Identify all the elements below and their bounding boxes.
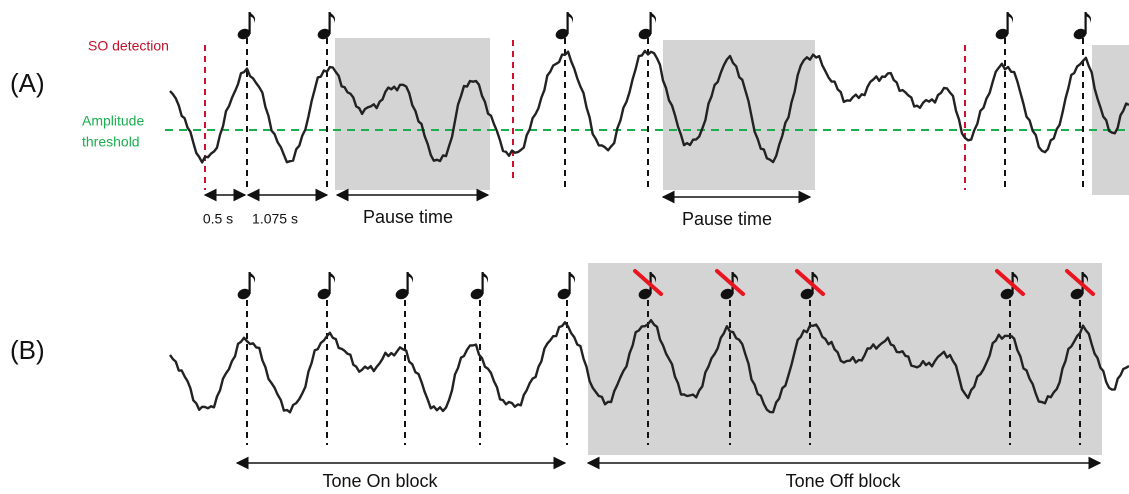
panel-label: (A) bbox=[10, 68, 45, 98]
tone-icon bbox=[557, 272, 576, 300]
pause-region bbox=[1092, 45, 1129, 195]
tone-icon bbox=[317, 12, 336, 40]
block-label: Tone Off block bbox=[786, 471, 902, 491]
tone-icon bbox=[395, 272, 414, 300]
tone-icon bbox=[555, 12, 574, 40]
pause-label: Pause time bbox=[363, 207, 453, 227]
waveform bbox=[169, 319, 1129, 414]
tone-off-mark bbox=[795, 269, 825, 296]
pause-region bbox=[335, 38, 490, 190]
tone-off-mark bbox=[1065, 269, 1095, 296]
tone-icon bbox=[995, 12, 1014, 40]
interval-label: 0.5 s bbox=[203, 211, 233, 227]
tone-icon bbox=[638, 12, 657, 40]
so-detection-label: SO detection bbox=[88, 38, 169, 54]
pause-label: Pause time bbox=[682, 209, 772, 229]
tone-off-mark bbox=[633, 269, 663, 296]
waveform bbox=[169, 49, 1129, 164]
tone-icon bbox=[237, 12, 256, 40]
tone-off-region bbox=[588, 263, 1102, 455]
tone-icon bbox=[1073, 12, 1092, 40]
tone-icon bbox=[470, 272, 489, 300]
tone-icon bbox=[237, 272, 256, 300]
tone-off-mark bbox=[995, 269, 1025, 296]
panel-label: (B) bbox=[10, 335, 45, 365]
threshold-label: Amplitude bbox=[82, 113, 144, 129]
tone-icon bbox=[317, 272, 336, 300]
pause-region bbox=[663, 40, 815, 190]
interval-label: 1.075 s bbox=[252, 211, 298, 227]
threshold-label: threshold bbox=[82, 134, 140, 150]
block-label: Tone On block bbox=[322, 471, 438, 491]
tone-off-mark bbox=[715, 269, 745, 296]
